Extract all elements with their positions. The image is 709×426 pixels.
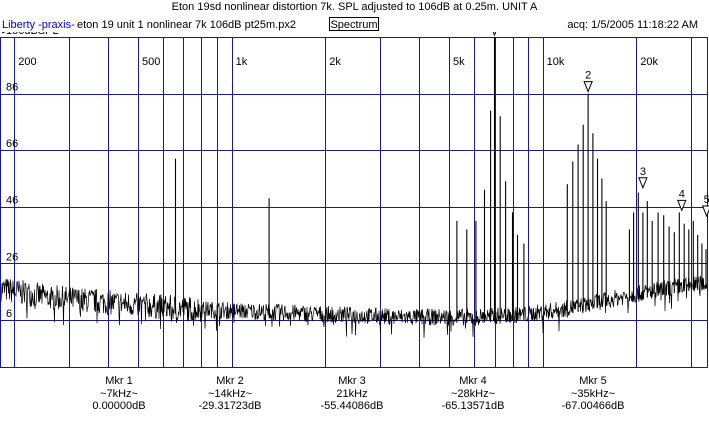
- spectrum-button[interactable]: Spectrum: [329, 17, 379, 31]
- y-tick-label: 106dBSPL: [6, 32, 59, 37]
- marker-triangle: [677, 199, 687, 212]
- plot-frame: [0, 37, 708, 368]
- acquisition-timestamp: acq: 1/5/2005 11:18:22 AM: [567, 19, 698, 31]
- marker-label: 3: [640, 166, 646, 178]
- marker-triangle: [701, 205, 709, 218]
- marker-readout-name: Mkr 5: [579, 375, 607, 387]
- y-tick-label: 66: [6, 138, 18, 150]
- marker-readout-value: -55.44086dB: [320, 400, 384, 412]
- x-tick-label: 500: [142, 56, 160, 68]
- file-name: eton 19 unit 1 nonlinear 7k 106dB pt25m.…: [77, 19, 296, 31]
- x-tick-label: 1k: [236, 56, 248, 68]
- marker-readout-name: Mkr 2: [216, 375, 244, 387]
- marker-readout-5: Mkr 5 ~35kHz~ -67.00466dB: [538, 375, 648, 413]
- marker-readout-3: Mkr 3 21kHz -55.44086dB: [297, 375, 407, 413]
- marker-triangle: [583, 81, 593, 93]
- y-tick-label: 26: [6, 251, 18, 263]
- x-tick-label: 5k: [453, 56, 465, 68]
- marker-readout-freq: ~14kHz~: [207, 387, 253, 400]
- marker-readout-name: Mkr 3: [338, 375, 366, 387]
- marker-readout-1: Mkr 1 ~7kHz~ 0.00000dB: [64, 375, 174, 413]
- window-title: Eton 19sd nonlinear distortion 7k. SPL a…: [171, 1, 538, 13]
- marker-readout-freq: ~28kHz~: [450, 387, 496, 400]
- marker-label: 2: [585, 70, 591, 82]
- marker-readout-value: -29.31723dB: [198, 400, 262, 412]
- marker-readout-4: Mkr 4 ~28kHz~ -65.13571dB: [418, 375, 528, 413]
- y-tick-label: 86: [6, 82, 18, 94]
- marker-readout-freq: ~7kHz~: [100, 387, 138, 400]
- marker-triangle: [492, 32, 497, 37]
- marker-readout-2: Mkr 2 ~14kHz~ -29.31723dB: [175, 375, 285, 413]
- marker-label: 4: [679, 188, 685, 200]
- x-tick-label: 10k: [547, 56, 565, 68]
- marker-readout-freq: ~35kHz~: [570, 387, 616, 400]
- marker-readout-value: 0.00000dB: [92, 400, 146, 412]
- x-tick-label: 2k: [329, 56, 341, 68]
- spectrum-chart: 2005001k2k5k10k20k106dBSPL86664626612345: [0, 32, 709, 368]
- app-name: Liberty -praxis-: [2, 19, 75, 31]
- marker-readout-name: Mkr 4: [459, 375, 487, 387]
- y-tick-label: 6: [6, 308, 12, 320]
- y-tick-label: 46: [6, 195, 18, 207]
- x-tick-label: 20k: [640, 56, 658, 68]
- spectrum-trace: [0, 275, 708, 338]
- marker-triangle: [638, 177, 648, 190]
- marker-readout-value: -67.00466dB: [561, 400, 625, 412]
- marker-readout-value: -65.13571dB: [441, 400, 505, 412]
- marker-readout-freq: 21kHz: [336, 387, 368, 400]
- marker-readout-name: Mkr 1: [105, 375, 133, 387]
- marker-label: 5: [704, 194, 709, 206]
- x-tick-label: 200: [18, 56, 36, 68]
